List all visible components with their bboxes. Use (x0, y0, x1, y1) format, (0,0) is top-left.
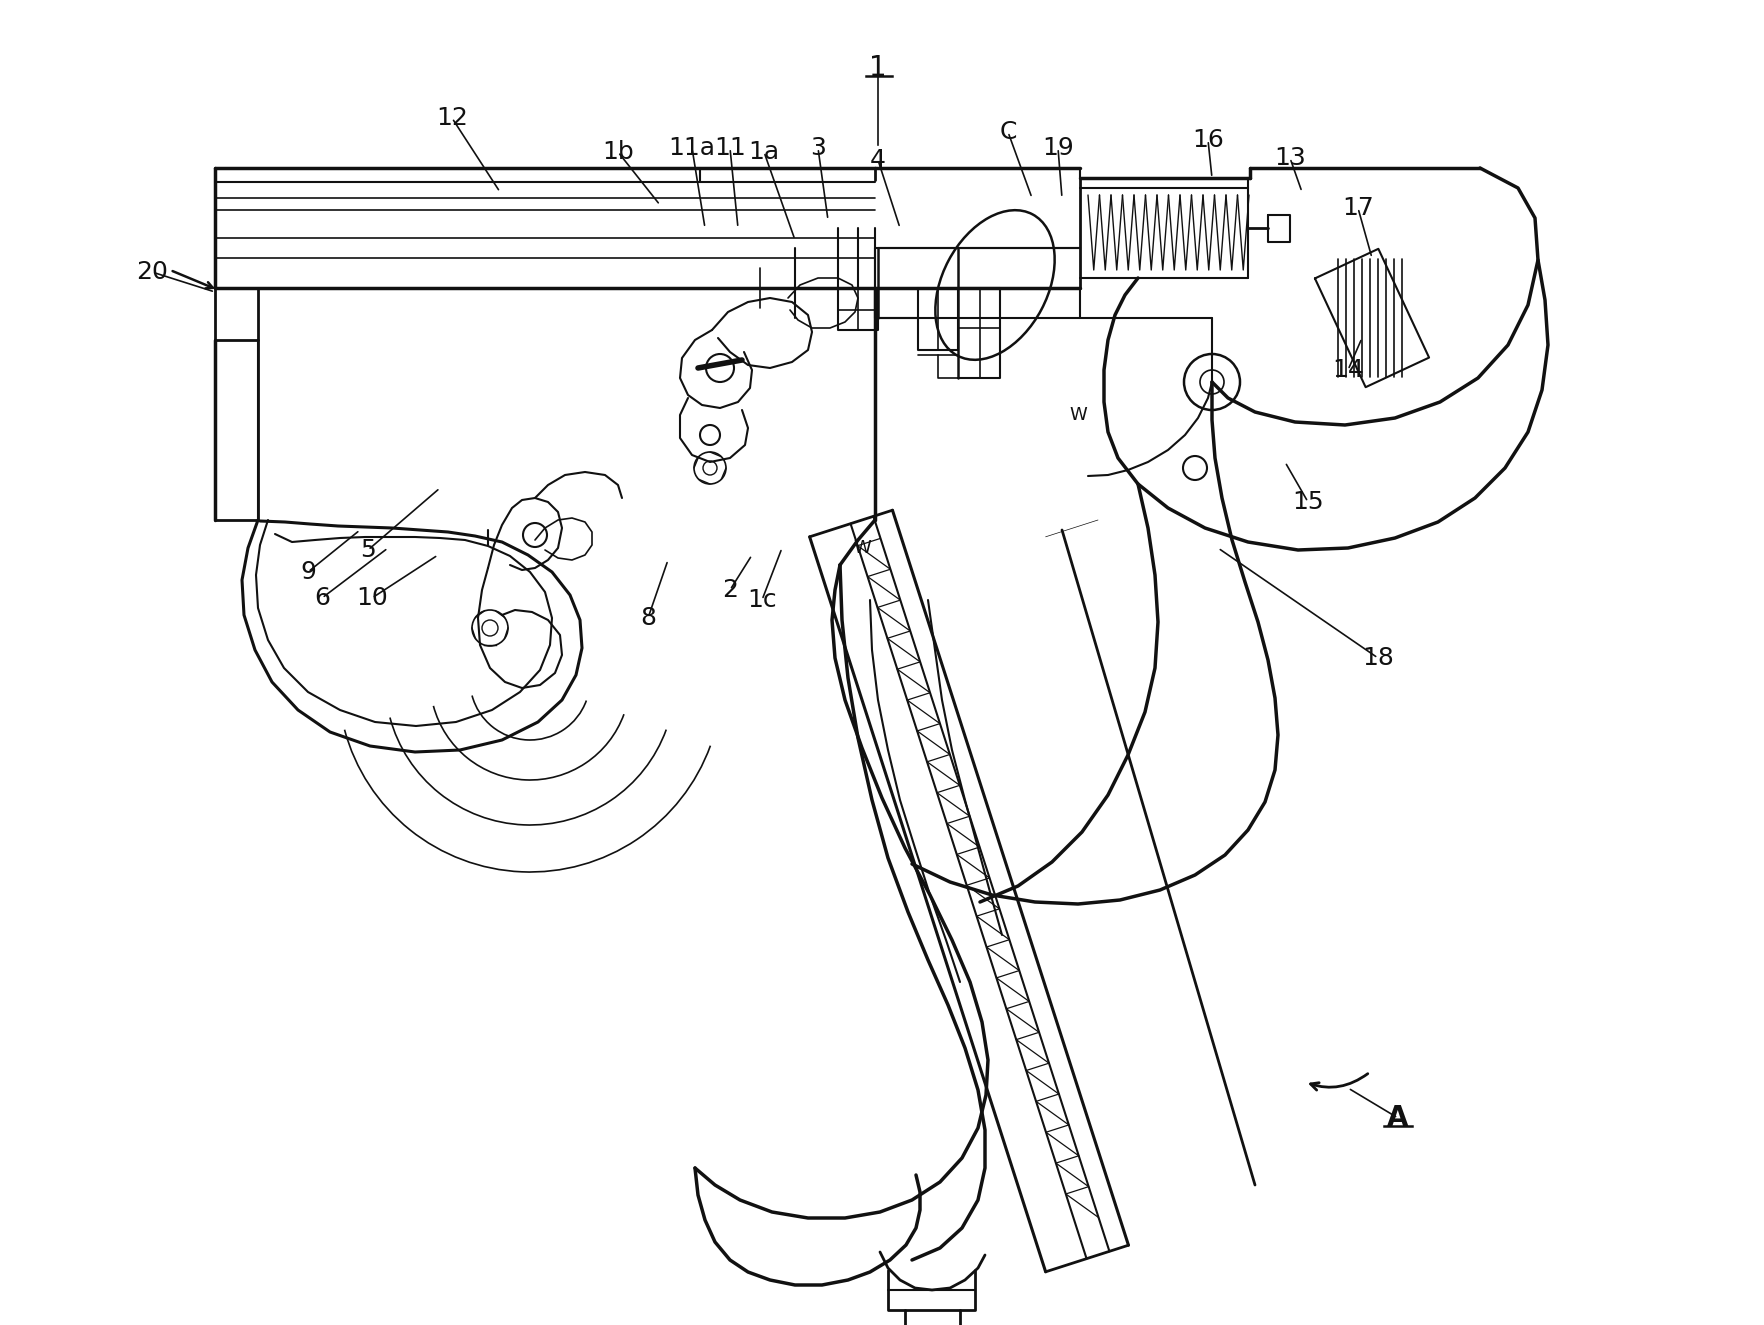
Text: 20: 20 (136, 260, 168, 284)
Text: W: W (1069, 405, 1087, 424)
Text: 17: 17 (1342, 196, 1374, 220)
Text: 6: 6 (314, 586, 330, 610)
Text: 1b: 1b (602, 140, 633, 164)
Text: 13: 13 (1274, 146, 1305, 170)
Text: 15: 15 (1293, 490, 1323, 514)
Text: 1c: 1c (748, 588, 776, 612)
Text: 14: 14 (1332, 358, 1364, 382)
Text: 10: 10 (356, 586, 388, 610)
Text: 9: 9 (300, 560, 316, 584)
Text: C: C (1000, 121, 1016, 144)
Text: 8: 8 (640, 606, 656, 629)
Text: A: A (1387, 1104, 1409, 1132)
Text: 2: 2 (721, 578, 737, 602)
Text: 11a: 11a (669, 136, 716, 160)
Text: 19: 19 (1043, 136, 1074, 160)
Text: 3: 3 (810, 136, 826, 160)
Text: 16: 16 (1192, 129, 1224, 152)
Text: W: W (854, 539, 871, 556)
Text: 1: 1 (870, 54, 887, 82)
Text: 5: 5 (360, 538, 376, 562)
Text: 11: 11 (714, 136, 746, 160)
Text: 12: 12 (436, 106, 467, 130)
Text: 4: 4 (870, 148, 886, 172)
Text: 18: 18 (1362, 647, 1394, 670)
Text: 1a: 1a (748, 140, 780, 164)
